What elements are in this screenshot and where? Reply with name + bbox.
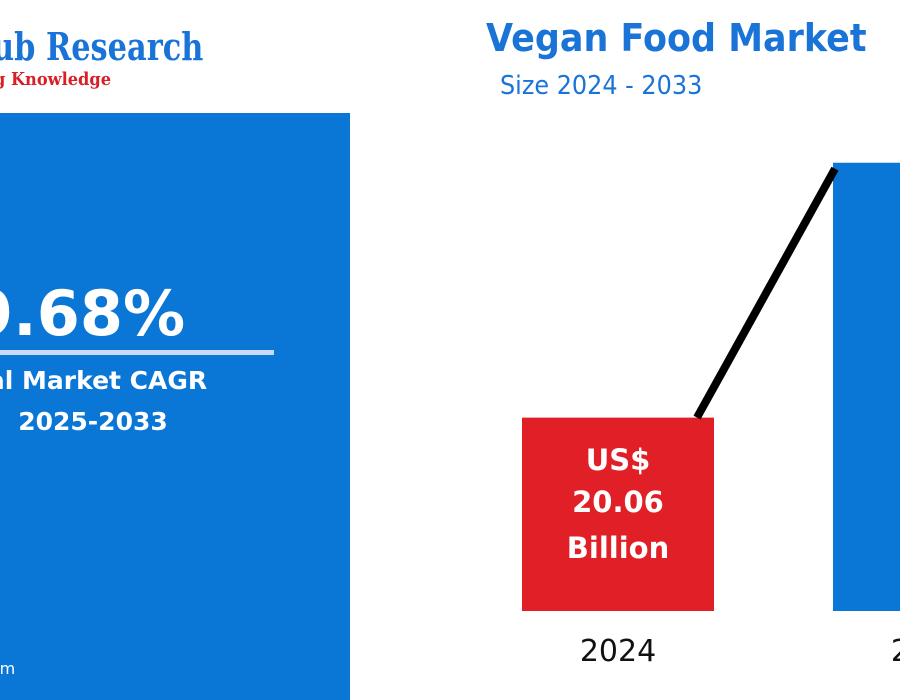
cagr-divider [0,350,274,355]
chart-title: Vegan Food Market [486,16,867,60]
cagr-label: bal Market CAGR [0,366,208,395]
trend-line [693,166,839,420]
brand-logo-tagline: g Knowledge [0,69,111,90]
bar-2033 [833,162,900,612]
cagr-period: 2025-2033 [18,407,168,436]
bar-label-2024-line-2: 20.06 [572,485,664,519]
cagr-value: 9.68% [0,277,186,350]
x-tick-label-2024: 2024 [580,634,656,669]
brand-logo-name: ub Research [0,24,204,69]
bar-label-2024-line-3: Billion [567,531,669,565]
bar-label-2024-line-1: US$ [586,443,651,477]
x-tick-label-2033: 2033 [891,634,900,669]
chart-subtitle: Size 2024 - 2033 [500,71,703,101]
bar-2024 [522,417,714,611]
website-url: .com [0,659,16,678]
cagr-panel: 9.68% bal Market CAGR 2025-2033 .com [0,113,350,700]
